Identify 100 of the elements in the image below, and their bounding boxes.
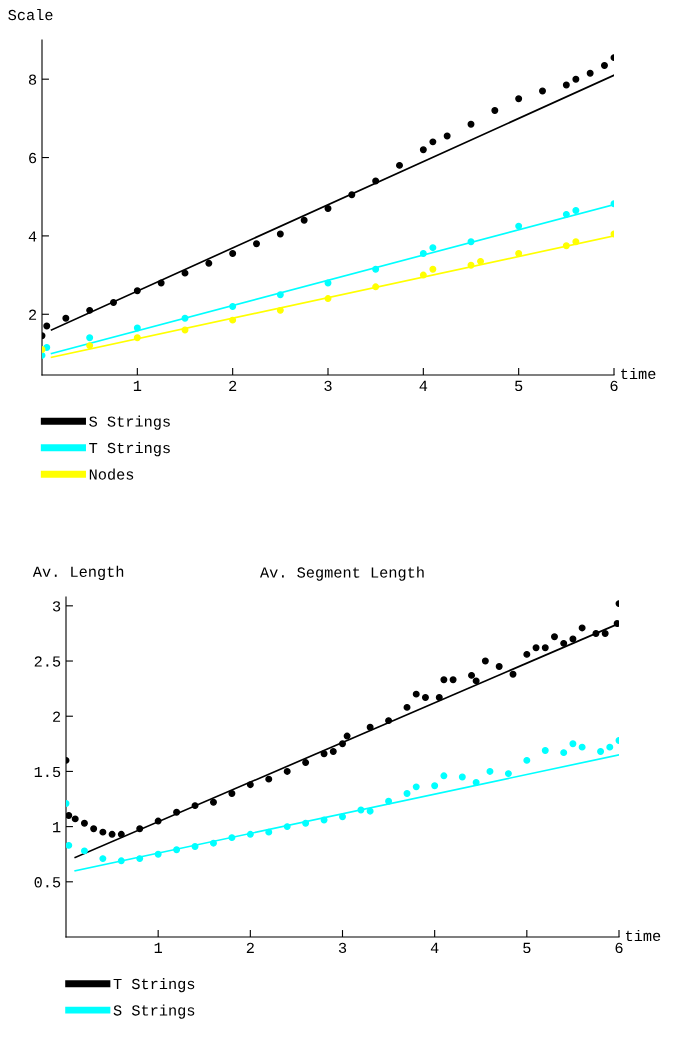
point [357, 806, 365, 814]
point [339, 740, 346, 748]
point [572, 206, 580, 214]
y-axis-title: Scale [8, 9, 53, 21]
point [551, 633, 558, 641]
point [283, 767, 291, 775]
legend-label: Nodes [89, 468, 134, 480]
point [136, 855, 144, 863]
point [329, 748, 337, 756]
point [209, 798, 217, 806]
x-tick-label: 3 [324, 380, 332, 392]
point [372, 265, 380, 273]
point [246, 830, 254, 838]
point [429, 265, 437, 273]
x-axis-title: time [621, 367, 656, 380]
y-tick-label: 0.5 [34, 877, 61, 888]
point [133, 287, 141, 295]
point [246, 781, 254, 789]
point [403, 790, 411, 797]
point [229, 250, 237, 258]
point [435, 693, 443, 701]
x-tick-label: 1 [154, 942, 163, 953]
point [62, 314, 70, 322]
point [343, 732, 351, 740]
point [412, 690, 420, 698]
point [366, 807, 374, 815]
point [71, 815, 79, 823]
point [86, 306, 94, 314]
point [283, 823, 291, 831]
legend-label: S Strings [113, 1004, 195, 1019]
x-tick-label: 2 [229, 380, 237, 391]
x-tick-label: 6 [615, 942, 623, 954]
x-tick-label: 3 [338, 942, 347, 954]
point [440, 772, 448, 780]
x-axis-title: time [625, 929, 661, 942]
point [562, 242, 570, 250]
point [606, 743, 614, 751]
point [339, 813, 346, 821]
point [578, 624, 586, 632]
point [253, 240, 260, 248]
point [372, 283, 380, 291]
y-tick-label: 8 [28, 74, 37, 85]
point [491, 107, 499, 114]
point [586, 69, 594, 77]
point [578, 743, 586, 751]
point [592, 629, 600, 637]
point [562, 81, 570, 89]
chart-title: Av. Segment Length [259, 566, 424, 581]
point [431, 782, 439, 790]
point [228, 790, 236, 797]
point [569, 635, 577, 643]
point [191, 802, 199, 810]
point [509, 670, 517, 678]
point [523, 756, 531, 764]
y-tick-label: 2.5 [34, 656, 61, 667]
point [560, 639, 568, 647]
point [265, 828, 273, 836]
x-tick-label: 4 [430, 942, 439, 953]
point [366, 723, 374, 731]
point [302, 819, 310, 827]
y-tick-label: 1.5 [34, 766, 61, 778]
y-tick-label: 1 [53, 822, 61, 833]
point [110, 299, 117, 306]
y-axis-title: Av. Length [32, 565, 124, 580]
legend-label: T Strings [113, 977, 195, 993]
point [403, 703, 411, 711]
point [191, 843, 199, 850]
point [467, 261, 475, 269]
point [472, 677, 480, 685]
legend-label: T Strings [89, 442, 170, 457]
point [154, 817, 162, 825]
point [600, 61, 608, 69]
point [276, 230, 284, 238]
point [421, 693, 429, 701]
point [66, 812, 73, 820]
point [472, 778, 480, 786]
point [324, 205, 332, 212]
point [569, 740, 577, 748]
point [486, 767, 494, 775]
point [324, 279, 332, 287]
point [108, 830, 116, 838]
point [481, 657, 489, 665]
point [515, 222, 523, 230]
point [429, 138, 437, 146]
point [429, 244, 437, 252]
point [504, 770, 512, 778]
y-tick-label: 3 [52, 601, 61, 612]
y-tick-label: 4 [28, 231, 37, 242]
point [117, 830, 125, 838]
point [154, 850, 162, 858]
legend-label: S Strings [89, 415, 170, 430]
point [80, 819, 88, 827]
point [228, 834, 236, 842]
point [209, 839, 217, 847]
point [265, 775, 273, 783]
point [133, 324, 141, 332]
point [560, 749, 568, 757]
x-tick-label: 6 [610, 380, 618, 392]
point [562, 210, 570, 218]
point [541, 644, 549, 652]
